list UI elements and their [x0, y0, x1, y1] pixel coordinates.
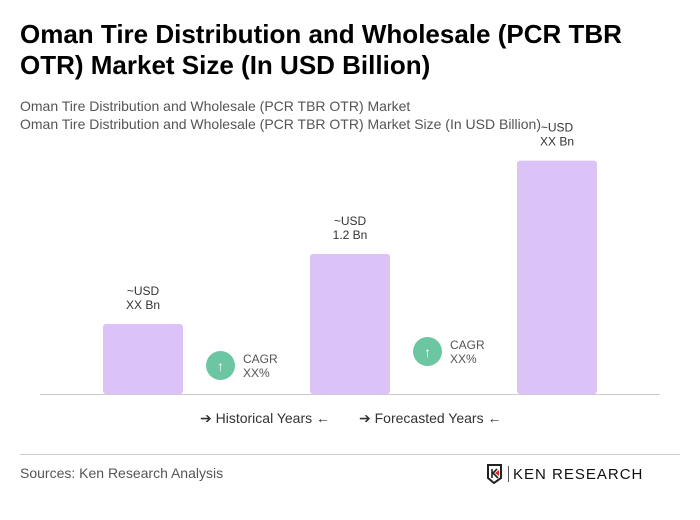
logo-mark-icon: [487, 464, 502, 484]
cagr-value: XX%: [243, 365, 270, 380]
data-label: ~USD: [541, 121, 574, 135]
arrow-up-icon: ↑: [206, 351, 235, 380]
cagr-badge: ↑ CAGR XX%: [413, 337, 485, 366]
source-text: Sources: Ken Research Analysis: [20, 465, 224, 481]
bar: [103, 324, 183, 394]
ken-research-logo: KEN RESEARCH: [486, 464, 643, 484]
cagr-badge: ↑ CAGR XX%: [206, 351, 278, 380]
legend-label: Forecasted Years: [374, 410, 484, 426]
bar: [517, 160, 597, 394]
legend-forecasted: ➔ Forecasted Years ←: [359, 410, 502, 426]
data-label: XX Bn: [126, 298, 160, 312]
divider: [20, 454, 680, 455]
page-title: Oman Tire Distribution and Wholesale (PC…: [20, 19, 622, 80]
arrow-up-icon: ↑: [413, 337, 442, 366]
data-label: ~USD: [334, 214, 367, 228]
legend-historical: ➔ Historical Years ←: [200, 410, 331, 426]
subtitle-2: Oman Tire Distribution and Wholesale (PC…: [20, 116, 542, 132]
data-label: ~USD: [127, 284, 160, 298]
subtitle: Oman Tire Distribution and Wholesale (PC…: [20, 98, 411, 114]
legend-label: Historical Years: [215, 410, 313, 426]
cagr-label: CAGR: [243, 351, 278, 366]
cagr-label: CAGR: [450, 337, 485, 352]
logo-text: KEN RESEARCH: [513, 465, 644, 483]
data-label: 1.2 Bn: [333, 228, 368, 242]
cagr-value: XX%: [450, 351, 477, 366]
bar: [310, 254, 390, 394]
data-label: XX Bn: [540, 135, 574, 149]
